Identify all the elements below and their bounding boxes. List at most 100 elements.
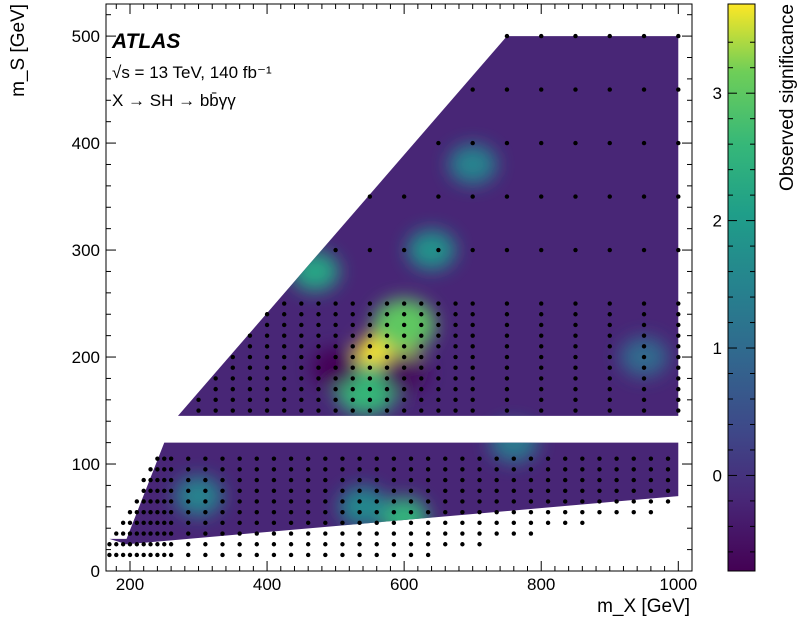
mass-point [511, 531, 517, 536]
mass-point [401, 312, 407, 317]
mass-point [614, 509, 619, 515]
mass-point [237, 488, 242, 493]
mass-point [607, 322, 612, 328]
mass-point [288, 488, 294, 493]
mass-point [155, 499, 160, 504]
mass-point [237, 531, 242, 536]
mass-point [511, 477, 517, 483]
mass-point [573, 247, 578, 253]
mass-point [230, 376, 235, 381]
mass-point [545, 499, 551, 504]
mass-point [539, 386, 544, 392]
mass-point [367, 365, 373, 370]
mass-point [333, 301, 338, 306]
mass-point [436, 301, 441, 306]
mass-point [641, 354, 647, 360]
mass-point [614, 488, 619, 493]
mass-point [614, 477, 619, 483]
mass-point [230, 386, 235, 392]
mass-point [155, 542, 160, 547]
mass-point [470, 87, 475, 92]
mass-point [271, 531, 277, 536]
mass-point [333, 408, 338, 413]
mass-point [425, 531, 431, 536]
axis-ticks: 200 400 600 800 1000 0 100 200 300 400 500 [72, 4, 697, 594]
mass-point [141, 499, 146, 504]
mass-point [340, 499, 345, 504]
mass-point [573, 312, 578, 317]
mass-point [425, 520, 431, 526]
mass-point [340, 456, 345, 461]
mass-point [648, 509, 654, 515]
mass-point [350, 386, 355, 392]
mass-point [213, 376, 218, 381]
mass-point [597, 488, 602, 493]
mass-point [305, 499, 311, 504]
mass-point [350, 301, 355, 306]
mass-point [162, 552, 167, 558]
mass-point [408, 542, 414, 547]
mass-point [391, 509, 397, 515]
mass-point [401, 194, 407, 199]
mass-point [271, 488, 277, 493]
mass-point [607, 87, 612, 92]
mass-point [186, 531, 191, 536]
mass-point [676, 397, 681, 403]
mass-point [281, 408, 287, 413]
mass-point [299, 386, 304, 392]
mass-point [648, 477, 654, 483]
heatmap-variation [174, 442, 538, 538]
mass-point [401, 344, 407, 349]
mass-point [316, 386, 321, 392]
mass-point [443, 499, 448, 504]
mass-point [305, 520, 311, 526]
mass-point [504, 322, 510, 328]
mass-point [162, 499, 167, 504]
mass-point [148, 467, 153, 472]
mass-point [323, 542, 328, 547]
mass-point [127, 520, 133, 526]
mass-point [367, 247, 373, 253]
mass-point [528, 509, 534, 515]
mass-point [357, 456, 362, 461]
mass-point [573, 344, 578, 349]
mass-point [254, 499, 259, 504]
mass-point [271, 499, 277, 504]
mass-point [220, 531, 225, 536]
mass-point [374, 467, 379, 472]
mass-point [436, 312, 441, 317]
mass-point [288, 531, 294, 536]
mass-point [299, 408, 304, 413]
mass-point [350, 333, 355, 338]
mass-point [419, 376, 424, 381]
mass-point [504, 333, 510, 338]
mass-point [528, 520, 534, 526]
mass-point [504, 140, 510, 146]
mass-point [539, 301, 544, 306]
mass-point [271, 520, 277, 526]
mass-point [477, 499, 482, 504]
mass-point [254, 467, 259, 472]
mass-point [580, 467, 585, 472]
mass-point [186, 467, 191, 472]
mass-point [186, 456, 191, 461]
mass-point [641, 322, 647, 328]
mass-point [333, 376, 338, 381]
mass-point [607, 33, 612, 39]
mass-point [641, 344, 647, 349]
mass-point [419, 386, 424, 392]
mass-point [631, 509, 636, 515]
mass-point [391, 467, 397, 472]
colorbar-ticks: 0 1 2 3 [713, 41, 755, 553]
mass-point [114, 531, 119, 536]
mass-point [419, 365, 424, 370]
mass-point [237, 499, 242, 504]
mass-point [401, 408, 407, 413]
mass-point [597, 467, 602, 472]
mass-point [607, 386, 612, 392]
mass-point [641, 333, 647, 338]
mass-point [203, 520, 208, 526]
mass-point [148, 488, 153, 493]
mass-point [676, 87, 681, 92]
mass-point [539, 140, 544, 146]
